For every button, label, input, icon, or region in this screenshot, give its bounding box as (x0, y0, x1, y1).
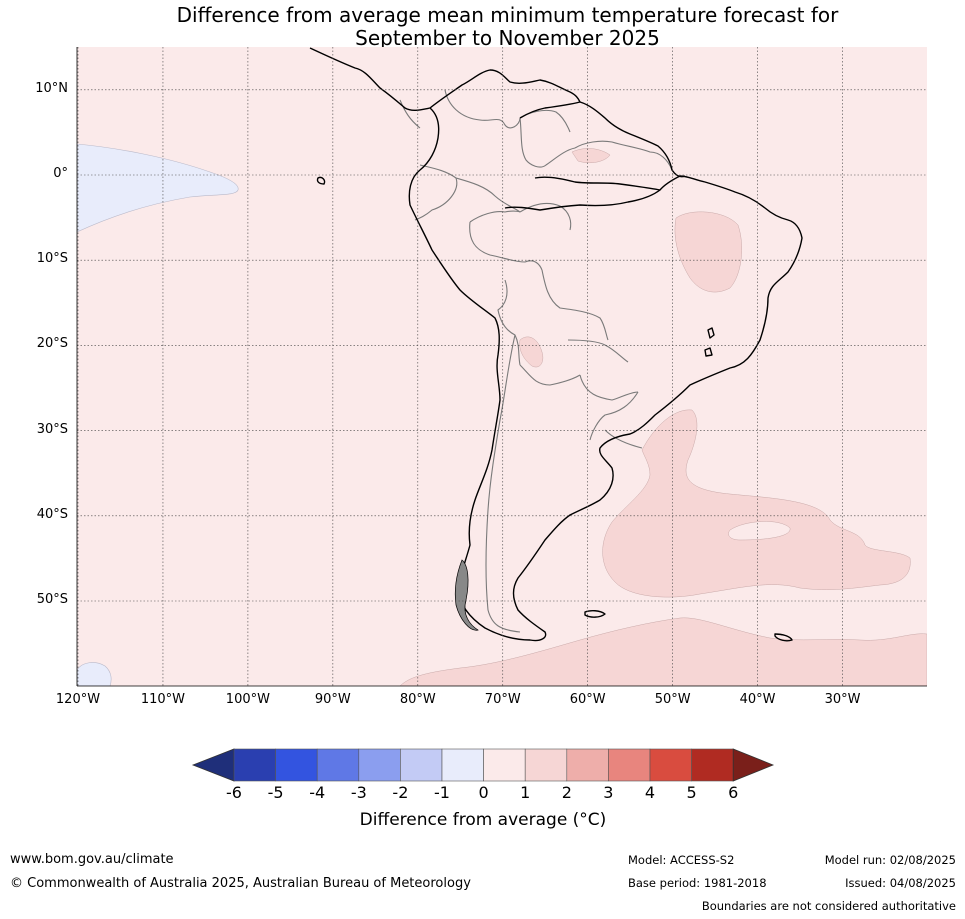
colorbar-tick-label: -1 (434, 783, 450, 802)
colorbar-label: Difference from average (°C) (359, 810, 607, 830)
colorbar-tick-label: -6 (226, 783, 242, 802)
footer-base-period: Base period: 1981-2018 (628, 876, 767, 890)
anomaly-1-to-2-south-atlantic (602, 409, 911, 598)
colorbar-under-arrow (191, 748, 235, 782)
latitude-label: 0° (53, 166, 68, 181)
colorbar-tick-label: 5 (686, 783, 697, 802)
colorbar-segment (524, 748, 568, 782)
country-borders (399, 89, 673, 633)
colorbar-tick-label: 4 (644, 783, 656, 802)
longitude-label: 80°W (399, 692, 436, 707)
colorbar-segment (483, 748, 526, 782)
latitude-label: 40°S (36, 506, 68, 522)
anomaly-0-to-1-hole (728, 521, 791, 541)
longitude-label: 90°W (314, 692, 351, 707)
anomaly-negative-southwest (77, 662, 112, 686)
anomaly-1-to-2-brazil (674, 211, 742, 293)
coastlines (309, 47, 803, 642)
colorbar-tick-label: 6 (728, 783, 739, 802)
latitude-label: 10°N (35, 80, 68, 96)
footer-disclaimer: Boundaries are not considered authoritat… (701, 899, 956, 913)
anomaly-1-to-2-southern-ocean (399, 617, 927, 686)
colorbar-segment (316, 748, 360, 782)
footer-issued: Issued: 04/08/2025 (845, 876, 956, 890)
colorbar-segment (275, 748, 318, 782)
colorbar-tick-label: 1 (520, 783, 531, 802)
chile-archipelago (454, 559, 479, 631)
colorbar-segment (649, 748, 692, 782)
colorbar-tick-label: 0 (478, 783, 489, 802)
colorbar-segment (566, 748, 609, 782)
colorbar-segment (358, 748, 401, 782)
colorbar-tick-label: -5 (267, 783, 284, 802)
colorbar-tick-label: -4 (309, 783, 326, 802)
colorbar-segment (441, 748, 484, 782)
map-canvas (77, 47, 927, 686)
title-line-2: September to November 2025 (355, 26, 660, 50)
map-title: Difference from average mean minimum tem… (0, 4, 965, 50)
longitude-label: 30°W (824, 692, 861, 707)
longitude-label: 40°W (739, 692, 776, 707)
latitude-label: 50°S (36, 592, 68, 607)
footer-model-run: Model run: 02/08/2025 (824, 853, 956, 867)
latitude-label: 10°S (36, 251, 68, 267)
colorbar-segment (691, 748, 734, 782)
anomaly-1-to-2-guiana (571, 148, 611, 163)
colorbar-tick-label: -3 (350, 783, 367, 802)
colorbar-segment (608, 748, 651, 782)
graticule (77, 47, 927, 686)
latitude-label: 30°S (36, 421, 68, 437)
colorbar-tick-label: 3 (603, 783, 614, 802)
colorbar-tick-label: 2 (561, 783, 572, 802)
colorbar-tick-label: -2 (392, 783, 409, 802)
anomaly-1-to-2-andes (519, 336, 544, 368)
colorbar-segment (400, 748, 443, 782)
footer-url: www.bom.gov.au/climate (10, 852, 174, 867)
longitude-label: 70°W (484, 692, 521, 707)
longitude-label: 100°W (225, 692, 270, 707)
latitude-label: 20°S (36, 336, 68, 352)
colorbar-over-arrow (732, 748, 775, 782)
longitude-label: 50°W (654, 692, 691, 707)
longitude-label: 110°W (140, 692, 186, 707)
longitude-label: 120°W (55, 692, 101, 707)
footer-model: Model: ACCESS-S2 (628, 853, 735, 867)
footer-copyright: © Commonwealth of Australia 2025, Austra… (10, 876, 471, 891)
anomaly-negative-pacific (77, 143, 239, 233)
title-line-1: Difference from average mean minimum tem… (176, 3, 839, 27)
colorbar-segment (233, 748, 276, 782)
longitude-label: 60°W (569, 692, 606, 707)
